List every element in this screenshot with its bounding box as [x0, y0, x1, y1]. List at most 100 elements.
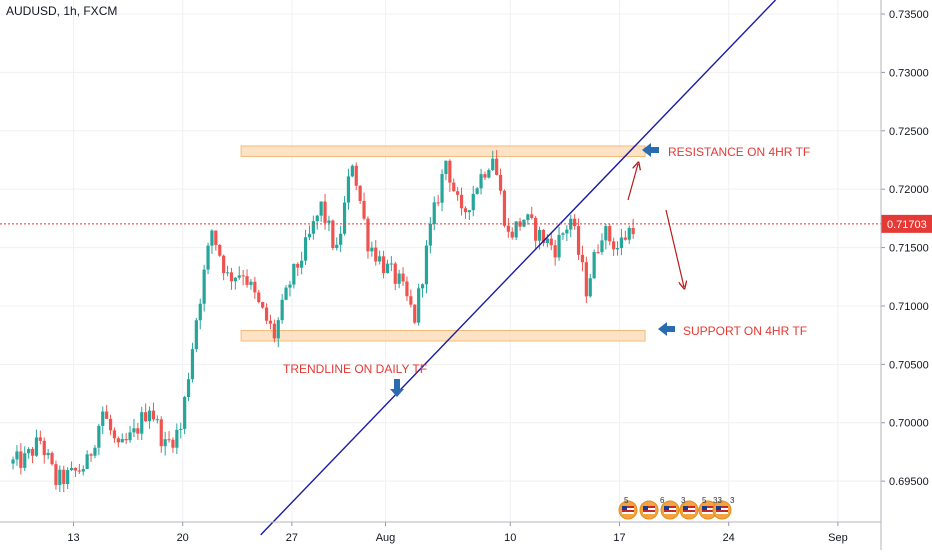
- flag-canton: [716, 506, 721, 510]
- daily-trendline: [260, 0, 777, 536]
- candle-down: [405, 281, 409, 297]
- candle-up: [132, 428, 136, 433]
- candle-up: [66, 470, 70, 484]
- event-count-label: 5: [624, 496, 629, 505]
- event-count-label: 3: [681, 496, 686, 505]
- flag-stripe: [643, 506, 655, 508]
- event-marker[interactable]: [679, 500, 699, 520]
- candle-up: [350, 165, 354, 177]
- candle-down: [436, 202, 440, 204]
- candle-up: [225, 272, 230, 274]
- candle-down: [393, 263, 397, 284]
- candle-up: [420, 284, 425, 289]
- candle-up: [600, 240, 604, 253]
- candle-up: [15, 451, 19, 460]
- candle-down: [214, 230, 218, 245]
- candle-down: [584, 262, 588, 297]
- candle-up: [389, 263, 393, 265]
- candle-up: [327, 220, 331, 223]
- candle-up: [335, 244, 339, 248]
- event-markers[interactable]: 5 6 3 5 33 3: [618, 496, 735, 520]
- arrow-shape: [642, 143, 659, 157]
- event-marker[interactable]: [639, 500, 659, 520]
- candle-down: [381, 256, 386, 274]
- candle-down: [136, 428, 140, 434]
- candle-up: [120, 439, 124, 443]
- candle-down: [413, 304, 417, 323]
- candle-up: [194, 320, 198, 350]
- candle-down: [54, 464, 58, 485]
- candle-down: [245, 276, 249, 285]
- candle-up: [565, 229, 569, 234]
- flag-stripe: [716, 506, 728, 508]
- candle-down: [366, 218, 370, 252]
- candle-down: [510, 231, 514, 238]
- flag-stripe: [702, 510, 714, 512]
- candle-down: [261, 302, 265, 308]
- candle-up: [487, 170, 491, 178]
- candle-down: [506, 225, 510, 232]
- candle-up: [206, 245, 210, 270]
- candle-down: [241, 275, 245, 277]
- candle-up: [183, 397, 187, 429]
- candle-up: [444, 160, 448, 174]
- candle-down: [218, 244, 222, 256]
- event-marker[interactable]: [660, 500, 680, 520]
- candle-down: [608, 226, 612, 242]
- event-marker[interactable]: [712, 500, 732, 520]
- event-marker[interactable]: [698, 500, 718, 520]
- candle-down: [452, 182, 456, 192]
- candle-down: [534, 217, 538, 241]
- candle-down: [19, 451, 23, 468]
- candle-up: [319, 201, 323, 216]
- candle-down: [596, 252, 600, 254]
- candle-down: [612, 241, 616, 250]
- event-marker[interactable]: [618, 500, 638, 520]
- candle-down: [358, 185, 362, 201]
- candle-down: [253, 281, 257, 293]
- candle-up: [627, 227, 631, 240]
- candle-up: [147, 410, 152, 422]
- candle-down: [73, 468, 78, 471]
- candle-down: [171, 439, 175, 448]
- candle-up: [140, 412, 144, 434]
- candle-up: [34, 437, 39, 456]
- candle-down: [530, 214, 534, 218]
- candle-up: [210, 230, 214, 246]
- flag-stripe: [622, 510, 634, 512]
- candle-down: [77, 470, 81, 472]
- support-pointer-icon: [658, 322, 675, 336]
- candle-down: [272, 323, 276, 339]
- candle-down: [541, 229, 546, 244]
- candle-down: [50, 452, 54, 465]
- support-label: SUPPORT ON 4HR TF: [683, 324, 807, 338]
- candle-up: [526, 214, 530, 220]
- candle-down: [549, 238, 553, 246]
- candle-down: [105, 411, 109, 419]
- current-price-label: 0.71703: [887, 219, 927, 231]
- candle-up: [342, 202, 347, 234]
- support-zone: [240, 329, 646, 342]
- candle-up: [292, 263, 296, 285]
- y-tick-label: 0.71500: [889, 243, 929, 255]
- candle-down: [623, 237, 627, 240]
- candle-up: [280, 299, 284, 321]
- event-count-label: 33: [713, 496, 722, 505]
- flag-canton: [643, 506, 648, 510]
- candle-up: [315, 215, 319, 222]
- candle-down: [222, 255, 226, 274]
- candle-down: [502, 190, 507, 226]
- candle-down: [112, 430, 117, 439]
- bearish-arrow: [665, 209, 684, 287]
- candle-down: [580, 254, 585, 263]
- annotations: RESISTANCE ON 4HR TF SUPPORT ON 4HR TF TRE…: [283, 143, 810, 397]
- candle-down: [268, 320, 273, 324]
- current-price-tag: [881, 214, 932, 233]
- event-count-label: 6: [660, 496, 665, 505]
- candle-up: [619, 237, 624, 249]
- candle-up: [440, 173, 444, 203]
- candle-down: [459, 194, 464, 209]
